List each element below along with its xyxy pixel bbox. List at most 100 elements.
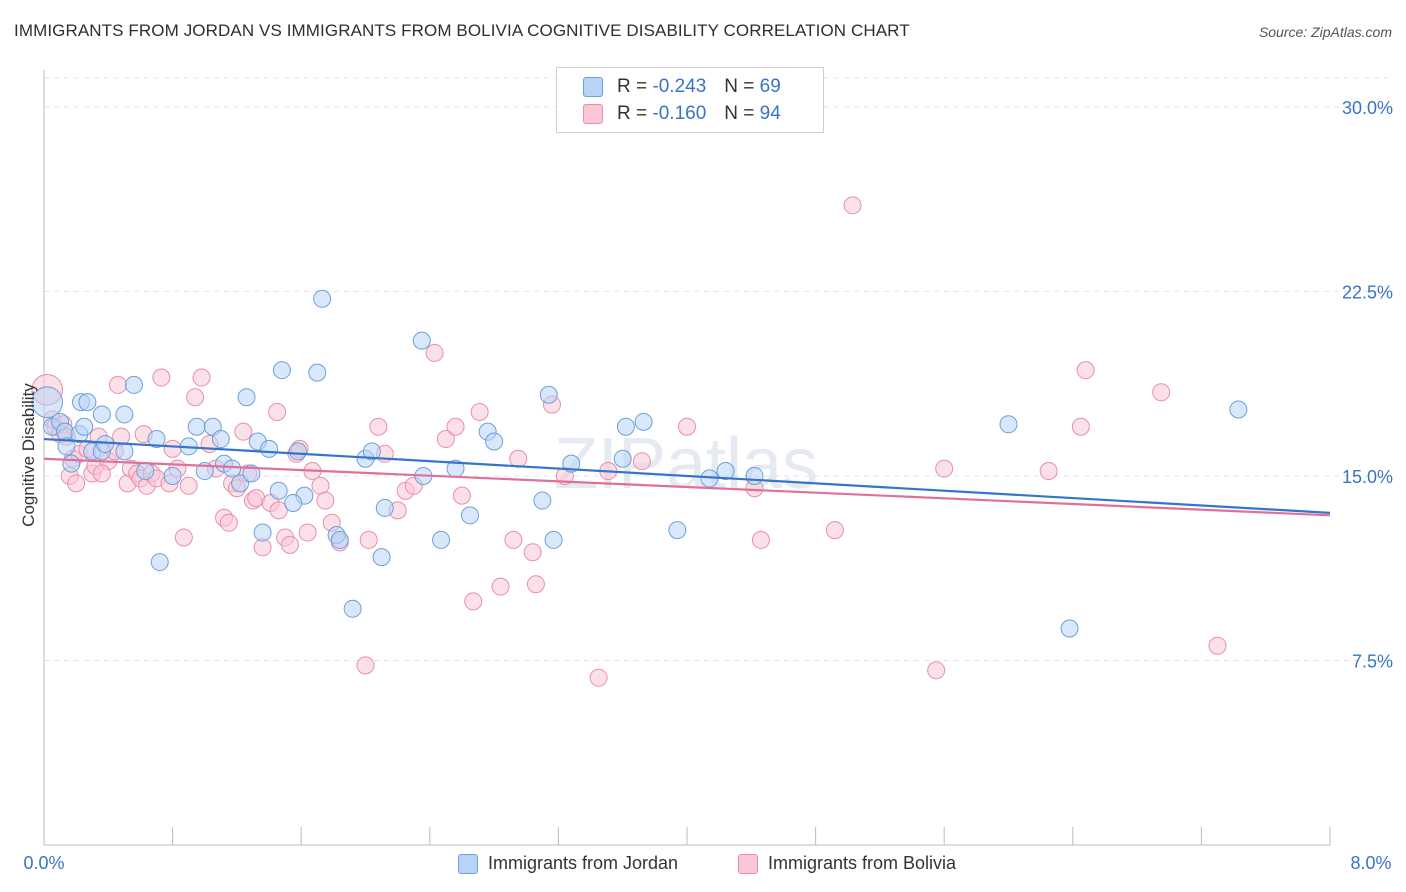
bottom-legend-label-jordan: Immigrants from Jordan: [488, 853, 679, 873]
bolivia-point: [504, 530, 523, 549]
grid-lines: [44, 77, 1392, 661]
jordan-point: [716, 462, 735, 481]
jordan-point: [533, 491, 552, 510]
bolivia-point: [280, 535, 299, 554]
jordan-point: [562, 454, 581, 473]
bolivia-point: [186, 388, 205, 407]
bolivia-point: [108, 375, 127, 394]
bolivia-point: [464, 592, 483, 611]
bolivia-point: [526, 575, 545, 594]
bolivia-point: [436, 430, 455, 449]
bolivia-point: [359, 530, 378, 549]
jordan-point: [237, 388, 256, 407]
jordan-point: [343, 599, 362, 618]
legend-r-label: R =: [617, 103, 648, 124]
bolivia-point: [269, 501, 288, 520]
tick-labels: 7.5% 15.0% 22.5% 30.0% 0.0% 8.0%: [23, 98, 1393, 873]
y-tick-label: 15.0%: [1342, 467, 1393, 487]
bolivia-point: [632, 452, 651, 471]
bolivia-point: [92, 464, 111, 483]
jordan-point: [284, 494, 303, 513]
bolivia-point: [298, 523, 317, 542]
bolivia-point: [356, 656, 375, 675]
bolivia-point: [843, 196, 862, 215]
jordan-point: [269, 481, 288, 500]
trend-lines: [43, 437, 1331, 517]
jordan-point: [62, 454, 81, 473]
y-tick-label: 7.5%: [1352, 651, 1393, 671]
y-axis-label: Cognitive Disability: [19, 383, 38, 527]
jordan-point: [31, 386, 64, 418]
jordan-point: [147, 430, 166, 449]
jordan-point: [460, 506, 479, 525]
bolivia-point: [1208, 636, 1227, 655]
bottom-legend-swatch-jordan: [458, 853, 478, 874]
legend-n-label: N =: [724, 103, 755, 124]
y-tick-label: 30.0%: [1342, 98, 1393, 118]
bolivia-point: [678, 417, 696, 436]
bolivia-point: [219, 513, 238, 532]
jordan-point: [362, 442, 381, 461]
jordan-point: [253, 523, 272, 542]
jordan-point: [313, 289, 332, 308]
jordan-point: [57, 437, 76, 456]
bolivia-point: [316, 491, 335, 510]
jordan-point: [115, 405, 134, 424]
bolivia-point: [1076, 361, 1095, 380]
jordan-point: [115, 442, 134, 461]
axes: [43, 70, 1331, 846]
bolivia-point: [67, 474, 86, 493]
legend-n-label: N =: [724, 76, 755, 97]
legend-r-label: R =: [617, 76, 648, 97]
y-tick-label: 22.5%: [1342, 282, 1393, 302]
bolivia-point: [825, 521, 844, 540]
bolivia-point: [1039, 462, 1058, 481]
jordan-point: [375, 498, 394, 517]
jordan-point: [260, 439, 279, 458]
jordan-point: [136, 462, 155, 481]
jordan-point: [432, 530, 451, 549]
jordan-point: [330, 530, 349, 549]
x-tick-label: 0.0%: [23, 853, 64, 873]
legend-n-value: 69: [759, 76, 781, 97]
jordan-point: [1060, 619, 1079, 638]
jordan-point: [163, 466, 182, 485]
jordan-point: [999, 415, 1018, 434]
bolivia-point: [935, 459, 954, 478]
bolivia-point: [192, 368, 211, 387]
bottom-legend-bolivia: Immigrants from Bolivia: [738, 853, 956, 874]
bolivia-point: [268, 402, 287, 421]
bolivia-point: [523, 543, 542, 562]
jordan-point: [288, 442, 307, 461]
bolivia-point: [1152, 383, 1171, 402]
bolivia-point: [425, 343, 444, 362]
source-label: Source: ZipAtlas.com: [1258, 24, 1392, 40]
bolivia-point: [491, 577, 510, 596]
legend-swatch-bolivia: [583, 104, 603, 124]
bolivia-point: [452, 486, 471, 505]
jordan-point: [187, 417, 206, 436]
bottom-legend-swatch-bolivia: [738, 853, 758, 874]
jordan-point: [1229, 400, 1248, 419]
jordan-point: [616, 417, 635, 436]
jordan-point: [544, 530, 563, 549]
x-tick-label: 8.0%: [1350, 853, 1391, 873]
jordan-point: [412, 331, 431, 350]
bolivia-point: [470, 402, 489, 421]
bolivia-point: [1071, 417, 1090, 436]
jordan-point: [211, 430, 230, 449]
jordan-point: [242, 464, 261, 483]
legend-row-jordan: R = -0.243 N = 69: [583, 74, 781, 100]
jordan-point: [668, 521, 687, 540]
jordan-point: [745, 466, 764, 485]
legend-row-bolivia: R = -0.160 N = 94: [583, 101, 781, 127]
jordan-point: [78, 393, 97, 412]
legend-r-value: -0.243: [652, 76, 707, 97]
legend-swatch-jordan: [583, 77, 603, 97]
bottom-legend-label-bolivia: Immigrants from Bolivia: [768, 853, 957, 873]
legend-n-value: 94: [759, 103, 781, 124]
bolivia-point: [446, 417, 465, 436]
jordan-point: [539, 385, 558, 404]
jordan-point: [75, 417, 94, 436]
